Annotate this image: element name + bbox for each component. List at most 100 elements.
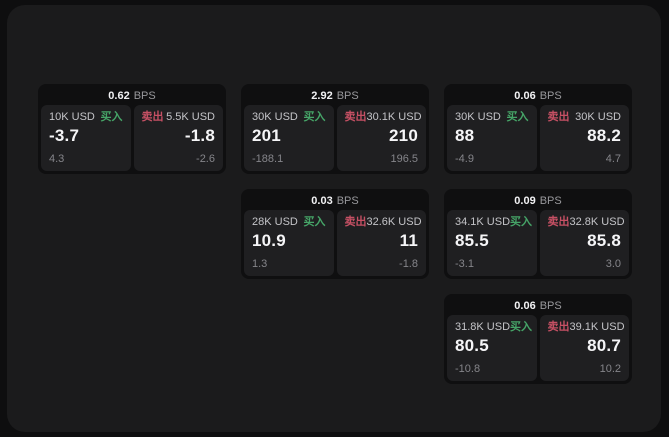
sell-tile[interactable]: 卖出 5.5K USD -1.8 -2.6 [133,105,223,171]
quote-card: 2.92 BPS 30K USD 买入 201 -188.1 卖出 30.1K … [241,84,429,174]
sell-tile-labels: 卖出 5.5K USD [142,112,216,123]
buy-delta: 4.3 [49,153,65,165]
bps-header: 2.92 BPS [244,87,426,105]
sell-delta: 10.2 [599,363,621,375]
sell-amount: 32.8K USD [569,216,625,228]
quote-card-body: 30K USD 买入 88 -4.9 卖出 30K USD 88.2 4.7 [447,105,629,171]
bps-value: 0.06 [514,299,536,312]
buy-side-label: 买入 [510,216,533,228]
buy-delta: -188.1 [252,153,284,165]
quote-card: 0.03 BPS 28K USD 买入 10.9 1.3 卖出 32.6K US… [241,189,429,279]
sell-tile-labels: 卖出 30.1K USD [344,111,422,123]
quote-board: 0.62 BPS 10K USD 买入 -3.7 4.3 卖出 5.5K USD… [7,5,661,432]
buy-side-label: 买入 [510,321,533,333]
buy-tile-labels: 30K USD 买入 [455,112,529,123]
buy-tile[interactable]: 34.1K USD 买入 85.5 -3.1 [447,210,537,276]
buy-price: 10.9 [252,231,286,250]
sell-price: 80.7 [587,336,621,355]
sell-side-label: 卖出 [344,111,367,123]
sell-side-label: 卖出 [141,111,164,123]
bps-value: 0.06 [514,89,536,102]
bps-value: 0.03 [311,194,333,207]
buy-tile-labels: 30K USD 买入 [252,112,326,123]
bps-unit: BPS [336,194,359,207]
buy-delta: -3.1 [455,258,474,270]
buy-delta: -4.9 [455,153,474,165]
buy-tile[interactable]: 10K USD 买入 -3.7 4.3 [41,105,131,171]
sell-price: 210 [389,126,418,145]
quote-card-body: 34.1K USD 买入 85.5 -3.1 卖出 32.8K USD 85.8… [447,210,629,276]
bps-unit: BPS [133,89,156,102]
sell-tile[interactable]: 卖出 32.6K USD 11 -1.8 [336,210,426,276]
bps-header: 0.03 BPS [244,192,426,210]
sell-tile[interactable]: 卖出 32.8K USD 85.8 3.0 [539,210,629,276]
buy-amount: 30K USD [455,111,501,123]
buy-tile-labels: 34.1K USD 买入 [455,216,533,228]
buy-price: 85.5 [455,231,489,250]
quote-card-body: 28K USD 买入 10.9 1.3 卖出 32.6K USD 11 -1.8 [244,210,426,276]
buy-tile[interactable]: 30K USD 买入 201 -188.1 [244,105,334,171]
sell-delta: 4.7 [605,153,621,165]
buy-price: 80.5 [455,336,489,355]
buy-tile-labels: 31.8K USD 买入 [455,321,533,333]
buy-side-label: 买入 [100,111,123,123]
buy-tile[interactable]: 31.8K USD 买入 80.5 -10.8 [447,315,537,381]
buy-price: 88 [455,126,475,145]
buy-amount: 30K USD [252,111,298,123]
sell-price: -1.8 [184,126,215,145]
quote-card-body: 31.8K USD 买入 80.5 -10.8 卖出 39.1K USD 80.… [447,315,629,381]
bps-header: 0.06 BPS [447,297,629,315]
sell-price: 85.8 [587,231,621,250]
sell-amount: 30K USD [575,111,621,123]
bps-unit: BPS [539,89,562,102]
sell-amount: 32.6K USD [366,216,422,228]
sell-tile[interactable]: 卖出 30.1K USD 210 196.5 [336,105,426,171]
buy-amount: 31.8K USD [455,321,511,333]
bps-value: 0.09 [514,194,536,207]
sell-tile-labels: 卖出 30K USD [548,112,622,123]
sell-delta: -2.6 [196,153,215,165]
sell-amount: 30.1K USD [366,111,422,123]
sell-side-label: 卖出 [547,321,570,333]
sell-tile-labels: 卖出 39.1K USD [547,321,625,333]
quote-card: 0.09 BPS 34.1K USD 买入 85.5 -3.1 卖出 32.8K… [444,189,632,279]
bps-header: 0.06 BPS [447,87,629,105]
sell-price: 88.2 [587,126,621,145]
buy-tile[interactable]: 28K USD 买入 10.9 1.3 [244,210,334,276]
buy-price: 201 [252,126,281,145]
buy-tile[interactable]: 30K USD 买入 88 -4.9 [447,105,537,171]
quote-card: 0.06 BPS 30K USD 买入 88 -4.9 卖出 30K USD 8… [444,84,632,174]
buy-amount: 28K USD [252,216,298,228]
bps-unit: BPS [539,299,562,312]
sell-tile-labels: 卖出 32.6K USD [344,216,422,228]
buy-price: -3.7 [49,126,80,145]
quote-card-body: 30K USD 买入 201 -188.1 卖出 30.1K USD 210 1… [244,105,426,171]
buy-tile-labels: 10K USD 买入 [49,112,123,123]
buy-side-label: 买入 [303,216,326,228]
sell-tile[interactable]: 卖出 30K USD 88.2 4.7 [539,105,629,171]
sell-side-label: 卖出 [547,111,570,123]
buy-delta: -10.8 [455,363,481,375]
sell-side-label: 卖出 [344,216,367,228]
sell-delta: 196.5 [390,153,418,165]
sell-tile-labels: 卖出 32.8K USD [547,216,625,228]
buy-amount: 34.1K USD [455,216,511,228]
bps-header: 0.62 BPS [41,87,223,105]
sell-delta: 3.0 [605,258,621,270]
sell-tile[interactable]: 卖出 39.1K USD 80.7 10.2 [539,315,629,381]
sell-amount: 39.1K USD [569,321,625,333]
buy-amount: 10K USD [49,111,95,123]
buy-side-label: 买入 [303,111,326,123]
sell-price: 11 [399,231,418,250]
buy-delta: 1.3 [252,258,268,270]
sell-amount: 5.5K USD [166,111,215,123]
bps-value: 2.92 [311,89,333,102]
quote-card: 0.62 BPS 10K USD 买入 -3.7 4.3 卖出 5.5K USD… [38,84,226,174]
buy-tile-labels: 28K USD 买入 [252,217,326,228]
sell-delta: -1.8 [399,258,418,270]
bps-value: 0.62 [108,89,130,102]
sell-side-label: 卖出 [547,216,570,228]
bps-unit: BPS [539,194,562,207]
quote-card: 0.06 BPS 31.8K USD 买入 80.5 -10.8 卖出 39.1… [444,294,632,384]
bps-header: 0.09 BPS [447,192,629,210]
